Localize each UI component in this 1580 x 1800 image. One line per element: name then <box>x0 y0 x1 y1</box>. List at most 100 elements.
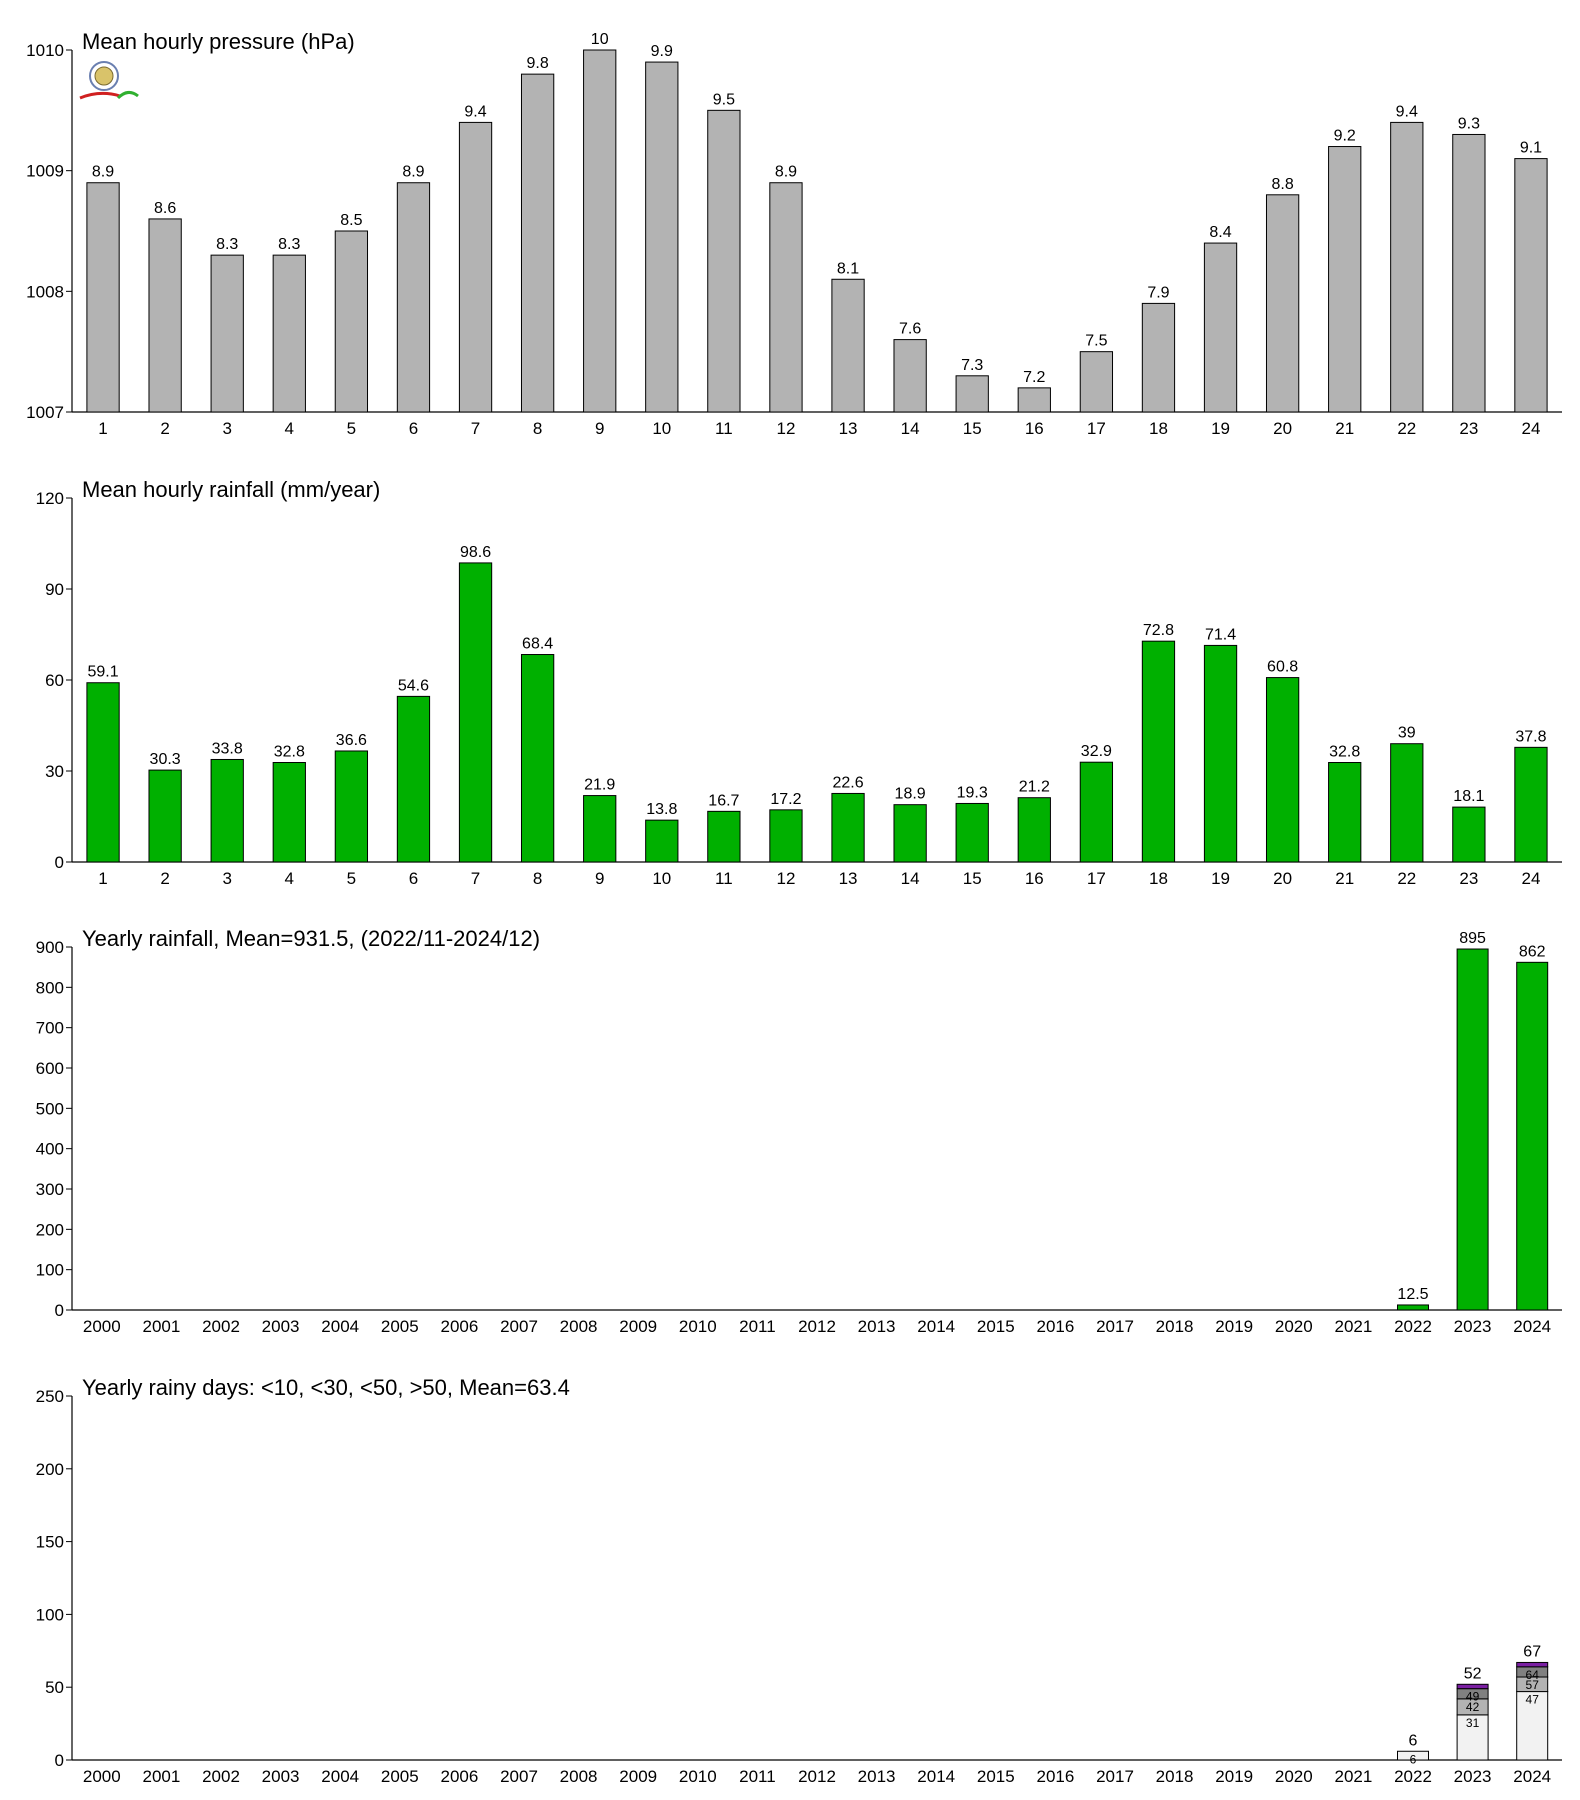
data-label: 8.3 <box>216 236 238 253</box>
x-tick-label: 2008 <box>560 1767 598 1786</box>
segment-label: 57 <box>1526 1678 1540 1692</box>
data-label: 72.8 <box>1143 622 1174 639</box>
bar <box>769 182 803 413</box>
bar <box>645 61 679 413</box>
data-label: 18.1 <box>1453 788 1484 805</box>
x-tick-label: 2012 <box>798 1317 836 1336</box>
y-tick-label: 250 <box>36 1387 64 1406</box>
data-label: 39 <box>1398 725 1416 742</box>
data-label: 32.8 <box>274 744 305 761</box>
bar <box>1141 640 1176 863</box>
data-label: 60.8 <box>1267 659 1298 676</box>
data-label: 8.9 <box>402 164 424 181</box>
x-tick-label: 2011 <box>739 1767 776 1786</box>
data-label: 8.6 <box>154 200 176 217</box>
x-tick-label: 2000 <box>83 1767 121 1786</box>
data-label: 54.6 <box>398 677 429 694</box>
data-label: 7.2 <box>1023 369 1045 386</box>
x-tick-label: 20 <box>1273 869 1292 888</box>
bar <box>1265 194 1300 413</box>
y-tick-label: 0 <box>55 1301 64 1320</box>
x-tick-label: 2016 <box>1036 1767 1074 1786</box>
x-tick-label: 18 <box>1149 869 1168 888</box>
data-label: 7.6 <box>899 321 921 338</box>
x-tick-label: 15 <box>963 419 982 438</box>
x-tick-label: 2009 <box>619 1317 657 1336</box>
data-label: 19.3 <box>957 784 988 801</box>
x-tick-label: 1 <box>98 419 107 438</box>
x-tick-label: 11 <box>715 869 733 888</box>
data-label: 59.1 <box>87 664 118 681</box>
x-tick-label: 2003 <box>262 1317 300 1336</box>
x-tick-label: 24 <box>1521 869 1540 888</box>
x-tick-label: 2020 <box>1275 1317 1313 1336</box>
x-tick-label: 23 <box>1459 869 1478 888</box>
data-label: 9.2 <box>1334 128 1356 145</box>
data-label: 71.4 <box>1205 626 1236 643</box>
y-tick-label: 300 <box>36 1180 64 1199</box>
data-label: 9.9 <box>651 43 673 60</box>
x-tick-label: 1 <box>98 869 107 888</box>
y-tick-label: 90 <box>45 580 64 599</box>
y-tick-label: 1010 <box>26 41 64 60</box>
x-tick-label: 2013 <box>858 1317 896 1336</box>
x-tick-label: 3 <box>222 869 231 888</box>
x-tick-label: 2007 <box>500 1767 538 1786</box>
x-tick-label: 2013 <box>858 1767 896 1786</box>
segment-label: 49 <box>1466 1690 1480 1704</box>
bar <box>1328 762 1362 863</box>
bar <box>1017 797 1051 863</box>
x-tick-label: 13 <box>839 419 858 438</box>
x-tick-label: 10 <box>652 419 671 438</box>
data-label: 8.8 <box>1272 176 1294 193</box>
y-tick-label: 150 <box>36 1533 64 1552</box>
x-tick-label: 2001 <box>142 1317 180 1336</box>
data-label: 9.3 <box>1458 115 1480 132</box>
x-tick-label: 12 <box>776 419 795 438</box>
x-tick-label: 2019 <box>1215 1767 1253 1786</box>
bar <box>334 230 369 413</box>
chart-title: Yearly rainy days: <10, <30, <50, >50, M… <box>82 1375 570 1400</box>
data-label: 9.1 <box>1520 140 1542 157</box>
x-tick-label: 2015 <box>977 1317 1015 1336</box>
bar <box>1141 302 1176 413</box>
data-label: 10 <box>591 31 609 48</box>
bar <box>893 804 927 863</box>
x-tick-label: 2024 <box>1513 1767 1551 1786</box>
bar <box>645 819 679 863</box>
chart-panel-rainy-days: Yearly rainy days: <10, <30, <50, >50, M… <box>36 1375 1562 1786</box>
bar <box>955 802 989 863</box>
total-label: 67 <box>1523 1643 1541 1660</box>
bar <box>1452 806 1486 863</box>
data-label: 9.8 <box>527 55 549 72</box>
x-tick-label: 7 <box>471 419 480 438</box>
x-tick-label: 2006 <box>440 1767 478 1786</box>
x-tick-label: 22 <box>1397 419 1416 438</box>
y-tick-label: 0 <box>55 1751 64 1770</box>
segment-label: 47 <box>1526 1693 1540 1707</box>
bar <box>1514 746 1548 863</box>
bar <box>272 254 306 413</box>
y-tick-label: 1009 <box>26 162 64 181</box>
bar <box>148 218 182 413</box>
data-label: 9.4 <box>464 103 486 120</box>
data-label: 862 <box>1519 943 1546 960</box>
bar <box>583 49 617 413</box>
x-tick-label: 2015 <box>977 1767 1015 1786</box>
y-tick-label: 700 <box>36 1019 64 1038</box>
total-label: 52 <box>1464 1665 1482 1682</box>
x-tick-label: 2017 <box>1096 1317 1134 1336</box>
bar <box>1390 121 1424 413</box>
data-label: 895 <box>1459 930 1486 947</box>
data-label: 8.3 <box>278 236 300 253</box>
x-tick-label: 14 <box>901 869 920 888</box>
x-tick-label: 2012 <box>798 1767 836 1786</box>
bar <box>1079 761 1114 863</box>
x-tick-label: 6 <box>409 419 418 438</box>
x-tick-label: 2006 <box>440 1317 478 1336</box>
bar <box>1514 158 1548 413</box>
data-label: 7.9 <box>1147 284 1169 301</box>
bar <box>210 758 244 863</box>
x-tick-label: 2019 <box>1215 1317 1253 1336</box>
